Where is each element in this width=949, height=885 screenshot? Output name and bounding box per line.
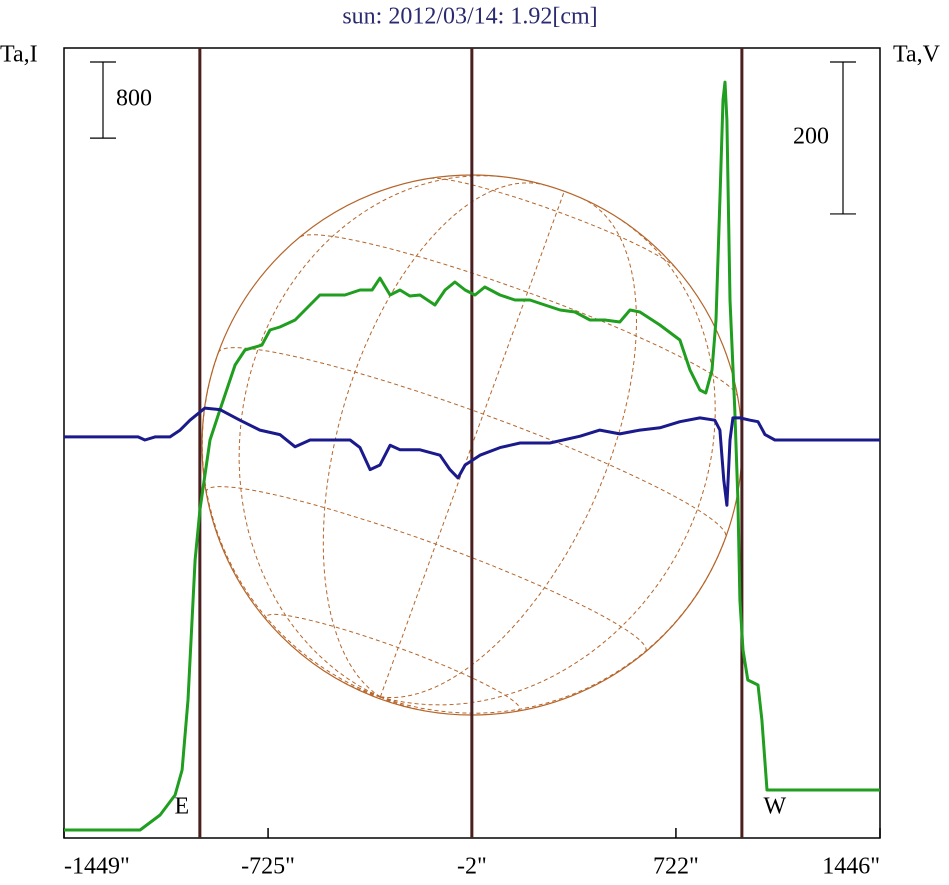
globe-grid-line [335,677,381,698]
globe-grid-line [379,191,565,697]
scale-bar-label: 800 [116,86,152,112]
y2-axis-label: Ta,V [893,42,941,68]
series-line [64,406,880,507]
marker-label: E [175,794,190,820]
x-tick-label: -725" [241,854,295,880]
scale-bar-label: 200 [793,123,829,149]
globe-grid-line [380,696,428,712]
series-line [64,80,880,832]
globe-grid-line [300,234,738,397]
globe-grid-line [380,218,716,706]
marker-label: W [764,794,787,820]
x-tick-label: 722" [653,854,699,880]
x-tick-label: -1449" [64,854,130,880]
x-tick-label: 1446" [822,854,880,880]
globe-grid-line [380,537,727,714]
globe-grid-line [201,352,381,698]
globe-grid-line [322,182,545,698]
y-axis-label: Ta,I [0,42,38,68]
globe-grid-line [217,347,727,538]
globe-grid-line [380,198,638,698]
chart-title: sun: 2012/03/14: 1.92[cm] [342,4,597,30]
globe-grid-line [238,175,506,698]
globe-grid-line [380,696,394,704]
x-tick-label: -2" [457,854,487,880]
